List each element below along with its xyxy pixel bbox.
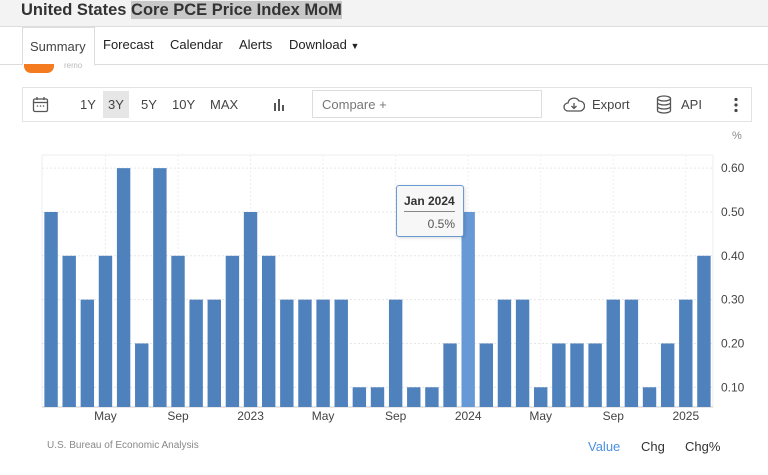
bar-jan-2024 bbox=[461, 211, 475, 407]
bar-apr-2022 bbox=[80, 299, 95, 407]
bar-sep-2022 bbox=[171, 255, 185, 407]
bar-jul-2023 bbox=[352, 387, 367, 407]
x-tick-label: May bbox=[529, 409, 552, 423]
range-1y[interactable]: 1Y bbox=[80, 97, 96, 112]
tab-download[interactable]: Download ▼ bbox=[289, 37, 359, 52]
database-icon[interactable] bbox=[656, 95, 672, 114]
tab-alerts[interactable]: Alerts bbox=[239, 37, 273, 52]
bar-may-2023 bbox=[316, 299, 330, 407]
tooltip-date: Jan 2024 bbox=[404, 194, 455, 212]
bar-may-2022 bbox=[98, 255, 113, 407]
bar-mar-2022 bbox=[62, 255, 76, 407]
bar-dec-2024 bbox=[660, 343, 675, 407]
bar-nov-2023 bbox=[425, 387, 439, 407]
x-tick-label: May bbox=[312, 409, 335, 423]
calendar-icon[interactable] bbox=[32, 96, 49, 113]
bar-mar-2023 bbox=[280, 299, 294, 407]
compare-input[interactable]: Compare + bbox=[312, 90, 542, 118]
tab-summary[interactable]: Summary bbox=[22, 27, 95, 66]
x-tick-label: Sep bbox=[603, 409, 625, 423]
api-button[interactable]: API bbox=[681, 97, 702, 112]
y-tick-label: 0.40 bbox=[721, 249, 745, 263]
bar-feb-2022 bbox=[44, 211, 58, 407]
bar-aug-2024 bbox=[588, 343, 602, 407]
bar-oct-2022 bbox=[189, 299, 203, 407]
tab-calendar[interactable]: Calendar bbox=[170, 37, 223, 52]
source-label: U.S. Bureau of Economic Analysis bbox=[47, 440, 199, 451]
tab-forecast[interactable]: Forecast bbox=[103, 37, 154, 52]
y-tick-label: 0.60 bbox=[721, 161, 745, 175]
nav-tabs: Summary Forecast Calendar Alerts Downloa… bbox=[0, 27, 768, 66]
chart-type-icon[interactable] bbox=[272, 98, 286, 112]
export-button[interactable]: Export bbox=[592, 97, 630, 112]
tooltip-value: 0.5% bbox=[427, 217, 455, 231]
bar-feb-2025 bbox=[697, 255, 711, 407]
bar-oct-2024 bbox=[624, 299, 639, 407]
title-prefix: United States bbox=[21, 1, 127, 19]
x-tick-label: 2025 bbox=[672, 409, 699, 423]
x-tick-label: Sep bbox=[167, 409, 189, 423]
bar-dec-2022 bbox=[225, 255, 240, 407]
bar-apr-2023 bbox=[298, 299, 312, 407]
bar-feb-2023 bbox=[261, 255, 276, 407]
range-10y[interactable]: 10Y bbox=[172, 97, 196, 112]
y-tick-label: 0.30 bbox=[721, 293, 745, 307]
partial-text: remo bbox=[64, 61, 83, 70]
x-tick-label: 2024 bbox=[455, 409, 482, 423]
range-3y[interactable]: 3Y bbox=[103, 91, 129, 118]
bar-nov-2022 bbox=[207, 299, 221, 407]
bar-dec-2023 bbox=[443, 343, 457, 407]
title-bar: United States Core PCE Price Index MoM bbox=[0, 0, 768, 27]
x-tick-label: 2023 bbox=[237, 409, 264, 423]
caret-down-icon: ▼ bbox=[350, 41, 360, 51]
tooltip: Jan 2024 0.5% bbox=[396, 185, 464, 237]
bar-apr-2024 bbox=[515, 299, 530, 407]
bar-sep-2024 bbox=[606, 299, 620, 407]
mode-value[interactable]: Value bbox=[588, 439, 621, 454]
bar-aug-2022 bbox=[153, 168, 167, 407]
download-label: Download bbox=[289, 37, 347, 52]
x-tick-label: May bbox=[94, 409, 117, 423]
y-tick-label: 0.50 bbox=[721, 205, 745, 219]
bar-nov-2024 bbox=[642, 387, 657, 407]
bar-jan-2025 bbox=[679, 299, 693, 407]
bar-aug-2023 bbox=[370, 387, 385, 407]
y-tick-label: 0.10 bbox=[721, 380, 745, 394]
y-unit-label: % bbox=[732, 130, 742, 142]
bar-may-2024 bbox=[534, 387, 548, 407]
title-highlight: Core PCE Price Index MoM bbox=[131, 1, 342, 19]
mode-chg-pct[interactable]: Chg% bbox=[685, 439, 721, 454]
orange-badge bbox=[24, 64, 54, 73]
bar-sep-2023 bbox=[388, 299, 403, 407]
y-tick-label: 0.20 bbox=[721, 336, 745, 350]
page-title: United States Core PCE Price Index MoM bbox=[21, 1, 342, 20]
bar-oct-2023 bbox=[407, 387, 421, 407]
bar-mar-2024 bbox=[497, 299, 512, 407]
cloud-download-icon[interactable] bbox=[563, 96, 585, 113]
more-options-icon[interactable] bbox=[733, 97, 739, 113]
range-max[interactable]: MAX bbox=[210, 97, 239, 112]
bar-jun-2022 bbox=[116, 168, 131, 407]
bar-jul-2024 bbox=[570, 343, 584, 407]
bar-jun-2024 bbox=[552, 343, 566, 407]
bar-jun-2023 bbox=[334, 299, 348, 407]
mode-chg[interactable]: Chg bbox=[641, 439, 665, 454]
bar-jul-2022 bbox=[135, 343, 149, 407]
bar-jan-2023 bbox=[243, 211, 258, 407]
range-5y[interactable]: 5Y bbox=[141, 97, 157, 112]
x-tick-label: Sep bbox=[385, 409, 407, 423]
bar-feb-2024 bbox=[479, 343, 494, 407]
chart-toolbar: 1Y 3Y 5Y 10Y MAX Compare + Export API bbox=[22, 87, 752, 122]
